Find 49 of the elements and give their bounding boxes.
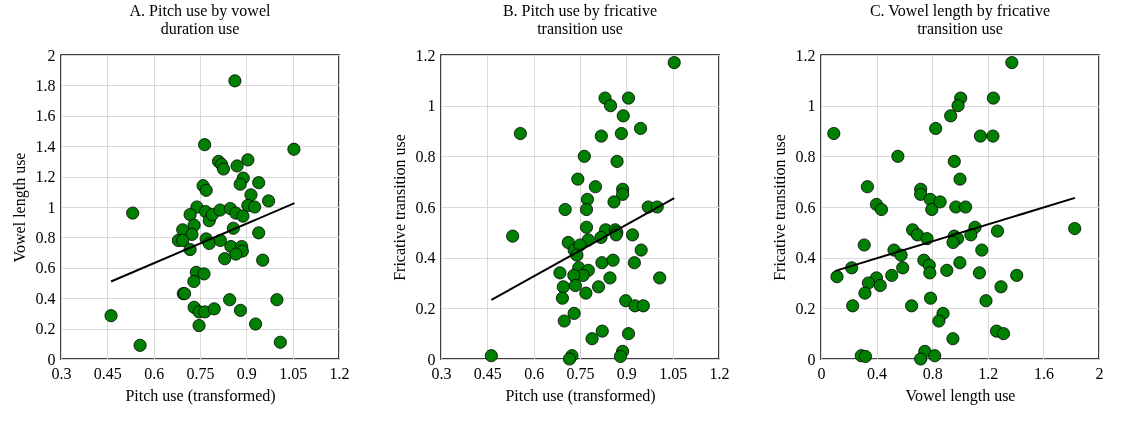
- x-tick-label: 1.6: [1033, 364, 1054, 382]
- x-axis-title: Pitch use (transformed): [125, 386, 276, 405]
- y-tick-label: 0.4: [415, 249, 436, 267]
- chart-title: B. Pitch use by fricative transition use: [502, 2, 658, 37]
- y-axis-title: Fricative transition use: [390, 134, 408, 281]
- y-tick-label: 0.2: [35, 320, 56, 338]
- x-tick-label: 1.2: [709, 364, 730, 382]
- x-tick-label: 0.9: [616, 364, 637, 382]
- chart-title: C. Vowel length by fricative transition use: [869, 2, 1051, 37]
- x-tick-label: 1.05: [279, 364, 308, 382]
- y-axis-title: Vowel length use: [10, 152, 29, 263]
- x-tick-label: 0.75: [186, 364, 215, 382]
- y-tick-label: 0.2: [415, 299, 436, 317]
- x-tick-label: 1.05: [659, 364, 688, 382]
- y-tick-label: 0.8: [415, 147, 436, 165]
- x-tick-label: 1.2: [978, 364, 999, 382]
- y-tick-label: 0.6: [35, 259, 56, 277]
- x-tick-label: 1.2: [329, 364, 350, 382]
- y-tick-label: 0.8: [35, 228, 56, 246]
- y-tick-label: 0.6: [415, 198, 436, 216]
- y-tick-label: 1.2: [415, 46, 436, 64]
- y-tick-label: 1.6: [35, 107, 56, 125]
- x-tick-label: 0.45: [93, 364, 122, 382]
- y-tick-label: 1.8: [35, 76, 56, 94]
- y-tick-label: 1: [427, 97, 436, 115]
- y-tick-label: 1: [807, 97, 816, 115]
- y-tick-label: 0.8: [795, 147, 816, 165]
- y-tick-label: 0.4: [795, 249, 816, 267]
- x-tick-label: 0.9: [236, 364, 257, 382]
- y-axis-title: Fricative transition use: [770, 134, 788, 281]
- y-tick-label: 1: [47, 198, 56, 216]
- y-tick-label: 0.4: [35, 289, 56, 307]
- y-tick-label: 0.2: [795, 299, 816, 317]
- x-axis-title: Vowel length use: [905, 386, 1016, 405]
- y-tick-label: 0.6: [795, 198, 816, 216]
- x-tick-label: 0.4: [867, 364, 888, 382]
- x-tick-label: 2: [1095, 364, 1104, 382]
- x-tick-label: 0.8: [922, 364, 943, 382]
- x-tick-label: 0.45: [473, 364, 502, 382]
- y-tick-label: 1.2: [35, 168, 56, 186]
- x-axis-title: Pitch use (transformed): [505, 386, 656, 405]
- x-tick-label: 0.75: [566, 364, 595, 382]
- y-tick-label: 1.2: [795, 46, 816, 64]
- y-tick-label: 2: [47, 46, 56, 64]
- chart-title: A. Pitch use by vowel duration use: [129, 2, 271, 37]
- y-tick-label: 0: [807, 350, 816, 368]
- x-tick-label: 0.6: [144, 364, 165, 382]
- y-tick-label: 1.4: [35, 137, 56, 155]
- x-tick-label: 0.6: [524, 364, 545, 382]
